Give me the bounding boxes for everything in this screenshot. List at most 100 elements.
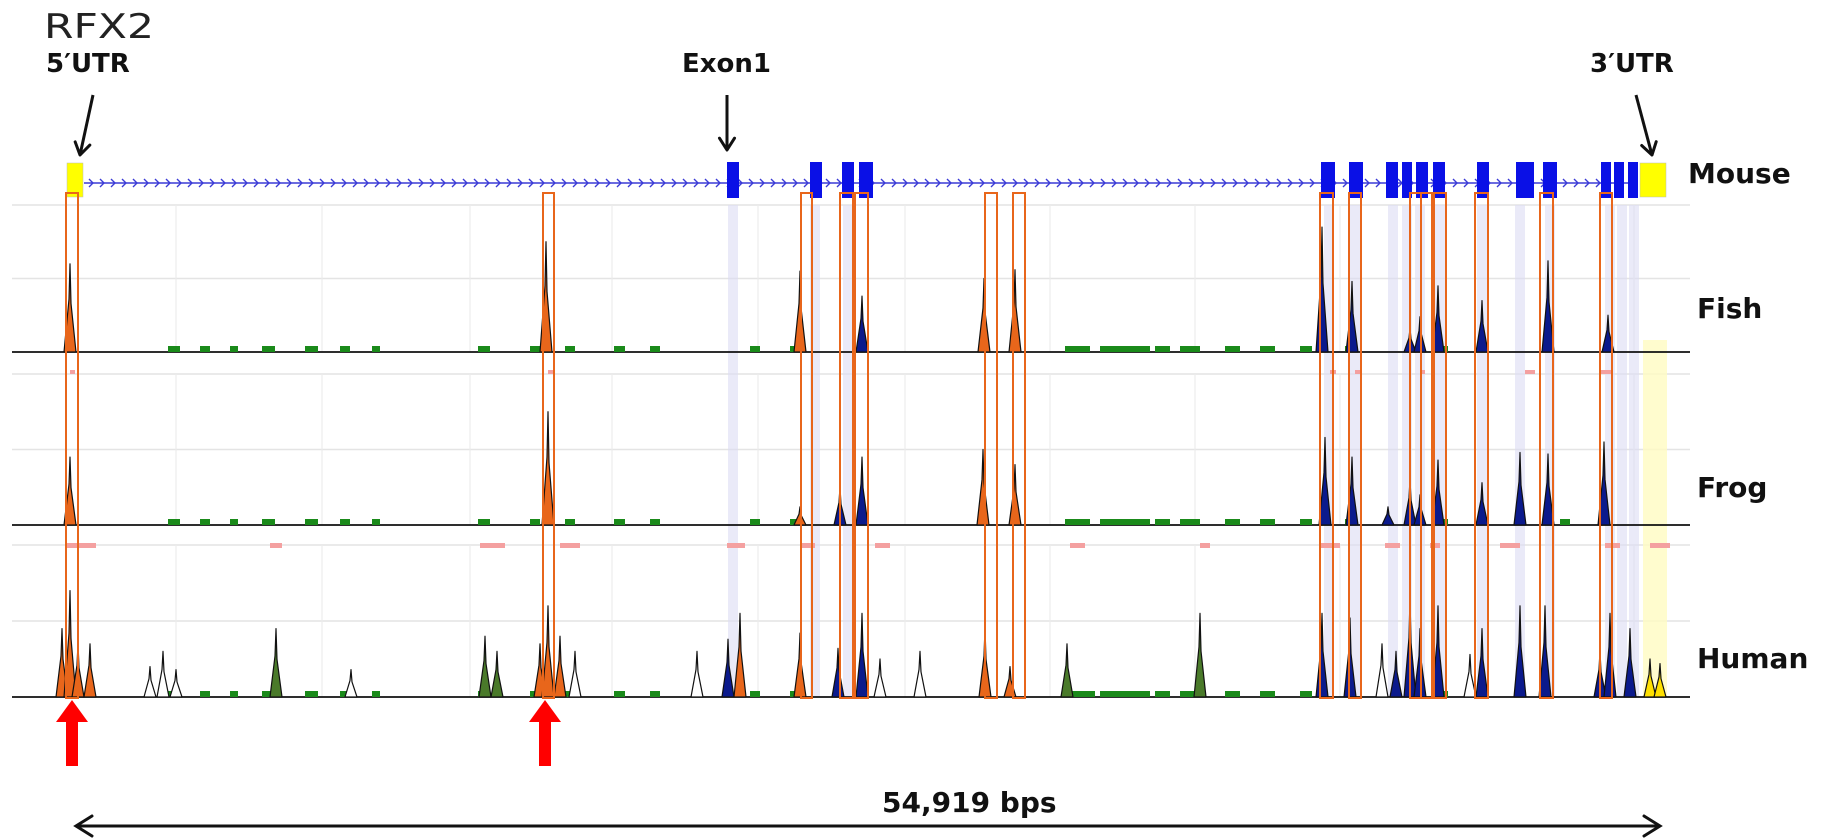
- conservation-segment: [1225, 691, 1240, 697]
- intron-chevron: [418, 178, 424, 188]
- conserved-region-box: [1319, 192, 1334, 699]
- intron-chevron: [473, 178, 479, 188]
- intron-chevron: [1221, 178, 1227, 188]
- conservation-segment: [1065, 519, 1090, 525]
- intron-chevron: [1254, 178, 1260, 188]
- exon-column-shade: [1515, 205, 1525, 697]
- intron-chevron: [1584, 178, 1590, 188]
- conservation-segment: [262, 519, 275, 525]
- intron-chevron: [451, 178, 457, 188]
- red-arrow-shaft: [539, 720, 551, 766]
- intron-chevron: [319, 178, 325, 188]
- exon-block: [1628, 162, 1638, 198]
- utr3-arrow-head: [1640, 140, 1658, 157]
- intron-chevron: [1309, 178, 1315, 188]
- conservation-segment: [530, 519, 540, 525]
- intron-chevron: [902, 178, 908, 188]
- intron-chevron: [132, 178, 138, 188]
- intron-chevron: [572, 178, 578, 188]
- intron-chevron: [198, 178, 204, 188]
- exon1-arrow-head: [717, 136, 737, 152]
- conservation-peak: [269, 628, 283, 698]
- conservation-segment: [1225, 519, 1240, 525]
- intron-chevron: [979, 178, 985, 188]
- pink-marker: [1200, 543, 1210, 548]
- conservation-segment: [372, 519, 380, 525]
- intron-chevron: [495, 178, 501, 188]
- annotation-arrows: [73, 94, 1658, 157]
- exon-block: [1477, 162, 1489, 198]
- conservation-segment: [230, 691, 238, 697]
- intron-chevron: [1243, 178, 1249, 188]
- conservation-segment: [565, 519, 575, 525]
- intron-chevron: [704, 178, 710, 188]
- intron-chevron: [396, 178, 402, 188]
- conservation-segment: [650, 519, 660, 525]
- intron-chevron: [231, 178, 237, 188]
- intron-chevron: [737, 178, 743, 188]
- intron-chevron: [1276, 178, 1282, 188]
- conservation-segment: [1100, 346, 1150, 352]
- conservation-segment: [230, 519, 238, 525]
- conservation-segment: [1260, 519, 1275, 525]
- intron-chevron: [506, 178, 512, 188]
- intron-chevron: [1188, 178, 1194, 188]
- conservation-segment: [1560, 519, 1570, 525]
- intron-chevron: [836, 178, 842, 188]
- intron-chevron: [308, 178, 314, 188]
- conservation-segment: [340, 519, 350, 525]
- intron-chevron: [341, 178, 347, 188]
- conservation-peak: [913, 650, 927, 698]
- conservation-peak: [568, 650, 582, 698]
- conservation-segment: [750, 346, 760, 352]
- conservation-segment: [614, 346, 625, 352]
- conservation-segment: [478, 346, 490, 352]
- conservation-peak: [1008, 464, 1022, 526]
- pink-marker: [1600, 370, 1612, 374]
- conservation-segment: [1100, 519, 1150, 525]
- conservation-peak: [539, 241, 553, 353]
- intron-chevron: [385, 178, 391, 188]
- intron-chevron: [1265, 178, 1271, 188]
- track-label-fish: Fish: [1697, 292, 1762, 325]
- conserved-region-box: [542, 192, 555, 699]
- exon-column-shade: [843, 205, 853, 697]
- intron-chevron: [825, 178, 831, 188]
- conservation-peak: [1475, 482, 1489, 526]
- conservation-segment: [1225, 346, 1240, 352]
- intron-chevron: [363, 178, 369, 188]
- exon-block: [859, 162, 873, 198]
- exon-column-shade: [810, 205, 820, 697]
- exon-column-shade: [1545, 205, 1555, 697]
- intron-chevron: [187, 178, 193, 188]
- pink-marker: [65, 543, 96, 548]
- conservation-segment: [340, 346, 350, 352]
- track-label-frog: Frog: [1697, 471, 1767, 504]
- conservation-segment: [1260, 346, 1275, 352]
- exon-column-shade: [1617, 205, 1627, 697]
- conservation-segment: [1300, 346, 1312, 352]
- pink-marker: [1070, 543, 1085, 548]
- conservation-segment: [262, 346, 275, 352]
- exon-block: [1614, 162, 1624, 198]
- exon-block: [1433, 162, 1445, 198]
- length-label: 54,919 bps: [882, 786, 1057, 819]
- conservation-peak: [855, 612, 869, 698]
- pink-marker: [560, 543, 580, 548]
- intron-chevron: [1507, 178, 1513, 188]
- conservation-segment: [200, 519, 210, 525]
- conservation-segment: [168, 519, 180, 525]
- conserved-region-box: [1348, 192, 1362, 699]
- conservation-peak: [1193, 612, 1207, 698]
- intron-chevron: [803, 178, 809, 188]
- intron-chevron: [1298, 178, 1304, 188]
- intron-chevron: [1012, 178, 1018, 188]
- intron-chevron: [935, 178, 941, 188]
- intron-chevron: [1595, 178, 1601, 188]
- pink-marker: [1525, 370, 1535, 374]
- conservation-segment: [305, 519, 318, 525]
- conservation-peak: [831, 647, 845, 698]
- exon-block: [1349, 162, 1363, 198]
- pink-marker: [548, 370, 553, 374]
